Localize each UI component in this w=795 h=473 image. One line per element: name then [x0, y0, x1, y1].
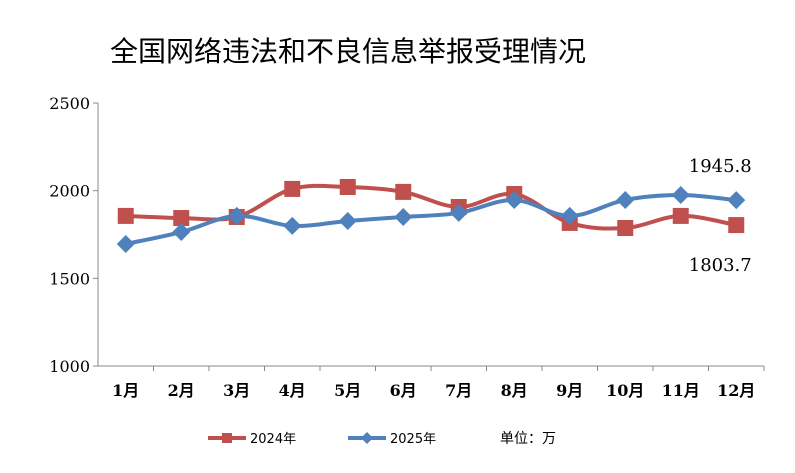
unit-label: 单位：万: [500, 431, 556, 447]
series-line: [125, 183, 737, 231]
legend-label: 2025年: [390, 432, 436, 447]
data-point-marker: [727, 191, 746, 210]
legend-marker: [361, 432, 373, 444]
data-point-marker: [284, 180, 301, 197]
legend-item: 2024年: [208, 432, 296, 447]
data-point-marker: [617, 220, 634, 237]
x-tick-label: 8月: [501, 381, 528, 400]
chart-title: 全国网络违法和不良信息举报受理情况: [110, 35, 586, 68]
data-label: 1945.8: [689, 156, 752, 177]
data-point-marker: [172, 223, 191, 242]
x-tick-label: 3月: [223, 381, 250, 400]
legend-item: 2025年: [348, 432, 436, 447]
x-tick-label: 6月: [390, 381, 417, 400]
data-point-marker: [116, 234, 135, 253]
data-point-marker: [338, 211, 357, 230]
x-tick-label: 10月: [606, 381, 644, 400]
data-point-marker: [283, 216, 302, 235]
x-tick-label: 7月: [445, 381, 472, 400]
legend-marker: [222, 433, 232, 443]
data-point-marker: [173, 210, 190, 227]
series-2025年: [116, 186, 746, 253]
data-point-marker: [449, 203, 468, 222]
data-point-marker: [117, 207, 134, 224]
y-tick-label: 1500: [49, 269, 90, 288]
data-point-marker: [505, 190, 524, 209]
x-tick-label: 9月: [556, 381, 583, 400]
x-tick-label: 5月: [334, 381, 361, 400]
x-tick-label: 11月: [662, 381, 700, 400]
data-point-marker: [227, 206, 246, 225]
y-tick-label: 2000: [49, 182, 90, 201]
data-point-marker: [671, 186, 690, 205]
data-point-marker: [394, 207, 413, 226]
data-point-marker: [728, 217, 745, 234]
x-tick-label: 2月: [168, 381, 195, 400]
x-tick-label: 4月: [279, 381, 306, 400]
y-tick-label: 1000: [49, 357, 90, 376]
data-point-marker: [672, 207, 689, 224]
data-point-marker: [560, 206, 579, 225]
x-tick-label: 12月: [717, 381, 755, 400]
data-point-marker: [395, 183, 412, 200]
y-tick-label: 2500: [49, 94, 90, 113]
x-tick-label: 1月: [112, 381, 139, 400]
series-2024年: [117, 178, 745, 237]
data-label: 1803.7: [689, 255, 752, 276]
data-point-marker: [616, 190, 635, 209]
legend-label: 2024年: [250, 432, 296, 447]
data-point-marker: [339, 178, 356, 195]
